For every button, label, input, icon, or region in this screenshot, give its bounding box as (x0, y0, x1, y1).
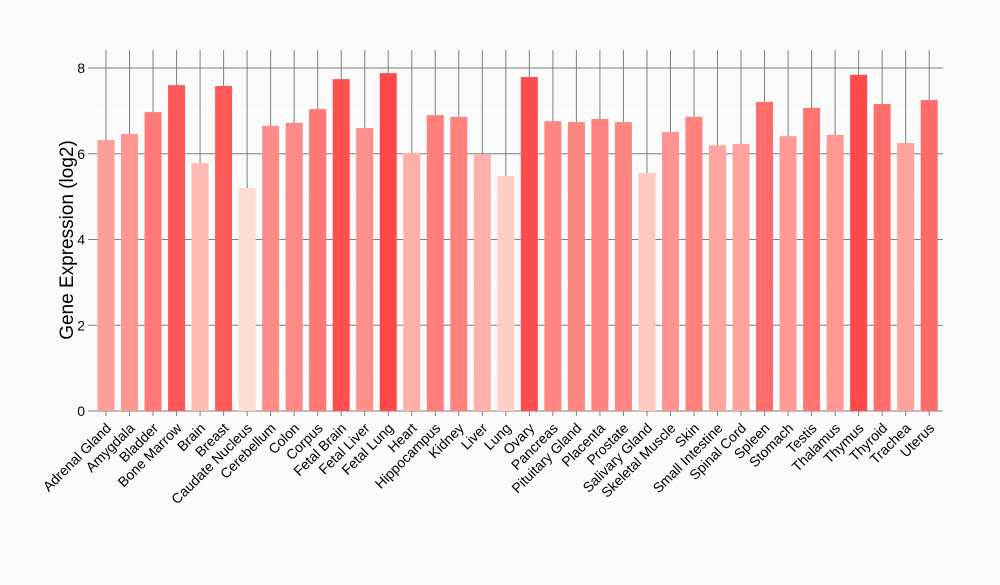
bar-thalamus (826, 134, 844, 411)
bar-salivary-gland (638, 173, 656, 411)
y-axis-label: Gene Expression (log2) (57, 140, 78, 340)
bar-pituitary-gland (567, 122, 585, 412)
bar-thyroid (873, 104, 891, 411)
bars (97, 73, 938, 412)
bar-fetal-brain (332, 79, 350, 412)
bar-placenta (591, 119, 609, 412)
bar-corpus (309, 109, 327, 411)
bar-fetal-lung (379, 73, 397, 412)
bar-adrenal-gland (97, 140, 115, 411)
bar-caudate-nucleus (238, 188, 256, 411)
bar-brain (191, 163, 209, 411)
bar-uterus (920, 100, 938, 411)
bar-small-intestine (709, 145, 727, 412)
bar-bone-marrow (168, 85, 186, 412)
bar-pancreas (544, 121, 562, 411)
y-axis: 0 2 4 6 8 (77, 60, 93, 419)
bar-cerebellum (262, 125, 280, 411)
bar-hippocampus (426, 115, 444, 411)
bar-kidney (450, 116, 468, 411)
bar-heart (403, 152, 421, 411)
bar-lung (497, 176, 515, 411)
bar-spleen (756, 101, 774, 411)
bar-amygdala (121, 134, 139, 411)
bar-prostate (614, 122, 632, 412)
bar-thymus (850, 74, 868, 412)
bar-stomach (779, 136, 797, 411)
y-tick-label: 6 (77, 146, 85, 162)
bar-skin (685, 116, 703, 411)
y-tick-label: 2 (77, 317, 85, 333)
bar-colon (285, 122, 303, 411)
y-tick-label: 4 (77, 232, 85, 248)
bar-fetal-liver (356, 128, 374, 411)
bar-breast (215, 86, 233, 411)
bar-trachea (897, 143, 915, 411)
bar-skeletal-muscle (661, 131, 679, 412)
bar-liver (473, 154, 491, 411)
bar-testis (803, 107, 821, 411)
bar-spinal-cord (732, 143, 750, 412)
bar-bladder (144, 112, 162, 411)
bar-ovary (520, 77, 538, 411)
y-tick-label: 8 (77, 60, 85, 76)
y-tick-label: 0 (77, 403, 85, 419)
